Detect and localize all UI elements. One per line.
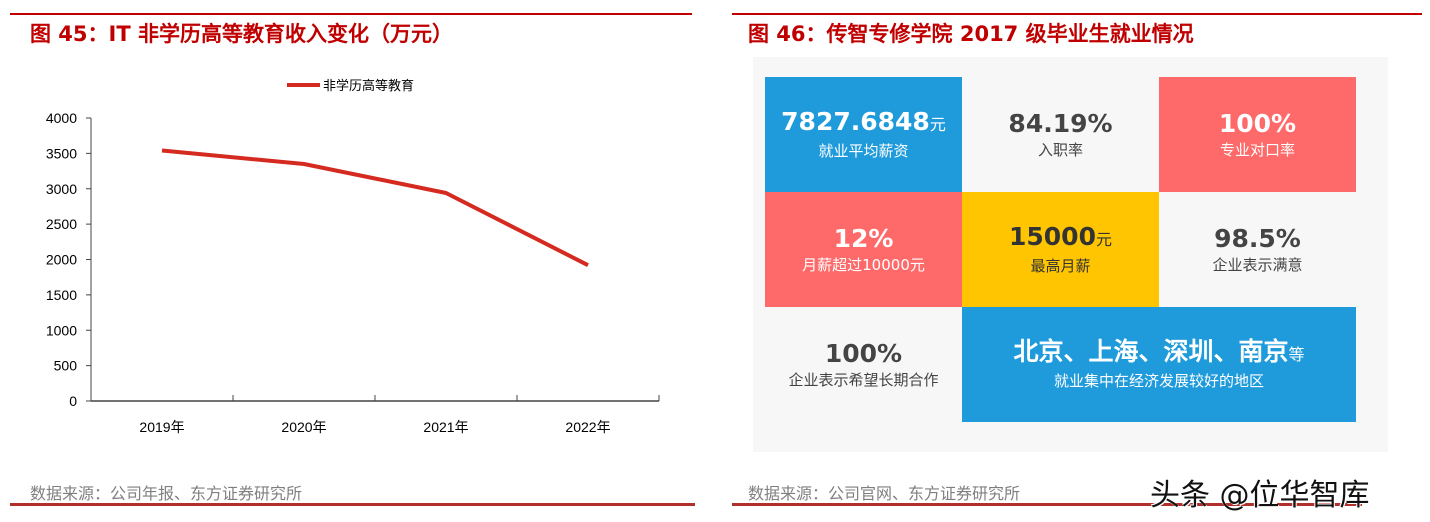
y-tick-label: 4000 [46,110,77,126]
stat-tile: 7827.6848元就业平均薪资 [765,77,962,192]
stat-tile: 15000元 最高月薪 [962,192,1159,307]
x-tick-label: 2020年 [281,419,326,435]
stat-value: 100% [825,339,902,369]
watermark: 头条 @位华智库 [1150,478,1370,513]
stat-tile: 100% 专业对口率 [1159,77,1356,192]
stat-label: 最高月薪 [1030,257,1091,275]
stat-label: 企业表示希望长期合作 [788,370,939,389]
stat-tile: 84.19% 入职率 [962,77,1159,192]
stat-tile: 12% 月薪超过10000元 [765,192,962,307]
y-tick-label: 2500 [46,216,77,232]
stat-value: 100% [1219,109,1296,139]
stat-number: 北京、上海、深圳、南京 [1013,337,1289,366]
stat-number: 84.19% [1008,108,1113,138]
stat-value: 84.19% [1008,109,1112,139]
top-rule-right [732,13,1422,15]
stat-value: 7827.6848元 [781,107,946,140]
stat-value: 98.5% [1214,224,1301,254]
source-right: 数据来源：公司官网、东方证券研究所 [748,484,1021,503]
infographic-title: 图 46：传智专修学院 2017 级毕业生就业情况 [748,22,1194,46]
y-tick-label: 3500 [46,145,77,161]
stat-label: 专业对口率 [1219,140,1295,159]
stat-tile: 100% 企业表示希望长期合作 [765,307,962,422]
stat-tile: 北京、上海、深圳、南京等就业集中在经济发展较好的地区 [962,307,1356,422]
stat-number: 98.5% [1214,223,1301,253]
legend-label: 非学历高等教育 [323,78,414,93]
x-tick-label: 2019年 [139,419,184,435]
stat-unit: 元 [929,115,946,134]
stat-value: 15000元 [1009,222,1112,255]
stat-number: 7827.6848 [781,107,930,136]
stat-label: 企业表示满意 [1212,255,1303,274]
bottom-rule-right [732,503,1362,506]
x-tick-label: 2021年 [423,419,468,435]
chart-title: 图 45：IT 非学历高等教育收入变化（万元） [30,22,453,46]
y-tick-label: 0 [69,393,77,409]
bottom-rule-left [10,503,695,506]
employment-infographic: 7827.6848元 就业平均薪资 84.19% 入职率 100% 专业对口率 12% 月薪超… [753,57,1388,452]
stat-value: 12% [834,224,894,254]
stat-label: 月薪超过10000元 [802,255,925,274]
y-tick-label: 3000 [46,181,77,197]
y-tick-label: 2000 [46,252,77,268]
y-tick-label: 500 [54,358,78,374]
source-left: 数据来源：公司年报、东方证券研究所 [30,484,303,503]
stat-tile: 98.5% 企业表示满意 [1159,192,1356,307]
top-rule-left [10,13,692,15]
x-tick-label: 2022年 [565,419,610,435]
series-line [161,148,589,267]
line-chart: 0 500 1000 1500 2000 2500 3000 3500 4000 2019年 202… [46,78,660,435]
y-tick-label: 1500 [46,287,77,303]
stat-number: 100% [824,338,903,368]
stat-number: 100% [1218,108,1297,138]
stat-label: 就业平均薪资 [818,142,909,160]
stat-value: 北京、上海、深圳、南京等 [1013,337,1304,370]
stat-unit: 等 [1288,345,1305,364]
stat-label: 入职率 [1037,140,1083,159]
stat-number: 15000 [1009,222,1096,251]
stat-label: 就业集中在经济发展较好的地区 [1053,372,1264,390]
stat-unit: 元 [1095,230,1112,249]
stat-number: 12% [833,223,894,253]
y-tick-label: 1000 [46,322,77,338]
